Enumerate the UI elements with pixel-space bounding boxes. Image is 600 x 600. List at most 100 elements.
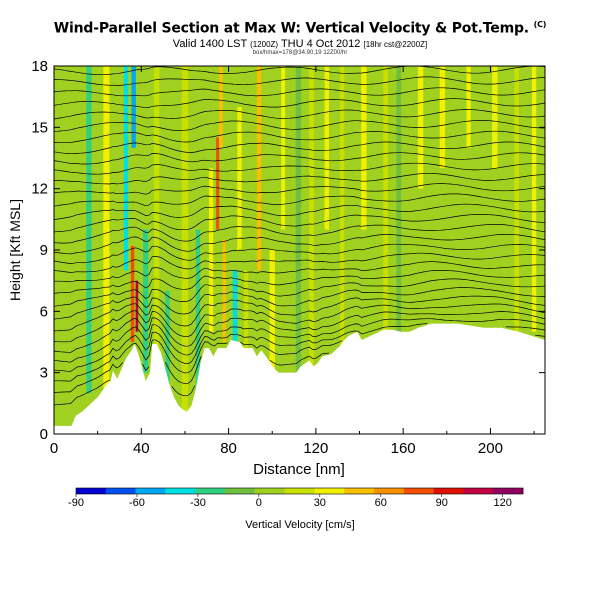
- velocity-band: [103, 66, 110, 394]
- y-tick-label: 6: [40, 303, 48, 320]
- colorbar-swatch: [254, 488, 285, 494]
- isentrope-line: [54, 318, 545, 363]
- colorbar-tick-label: 90: [436, 497, 448, 509]
- velocity-band: [361, 66, 367, 230]
- x-tick-label: 120: [303, 440, 328, 457]
- velocity-band: [309, 66, 314, 373]
- isentrope-line: [54, 224, 545, 244]
- isentrope-line: [54, 183, 545, 195]
- x-tick-label: 80: [220, 440, 237, 457]
- velocity-band: [243, 270, 249, 353]
- y-tick-label: 15: [31, 119, 48, 136]
- isentrope-line: [54, 120, 545, 132]
- isentrope-line: [54, 141, 545, 155]
- isentrope-line: [54, 233, 545, 255]
- potential-temperature-contours: [54, 55, 545, 406]
- isentrope-line: [54, 76, 545, 86]
- copyright-mark: (C): [533, 20, 547, 29]
- y-tick-label: 3: [40, 365, 48, 382]
- velocity-band: [383, 66, 389, 332]
- isentrope-line: [54, 303, 545, 343]
- colorbar-frame: [75, 487, 524, 495]
- colorbar-swatch: [374, 488, 405, 494]
- velocity-band: [339, 66, 345, 353]
- colorbar-tick-label: -90: [68, 497, 84, 509]
- isentrope-line: [54, 352, 330, 393]
- chart-title-text: Wind-Parallel Section at Max W: Vertical…: [53, 20, 529, 37]
- colorbar-swatch: [403, 488, 434, 494]
- isentrope-line: [54, 295, 545, 332]
- velocity-band: [153, 66, 160, 373]
- velocity-band: [208, 168, 214, 332]
- isentrope-line: [54, 287, 545, 320]
- velocity-band: [396, 66, 402, 332]
- colorbar-tick-label: -60: [129, 497, 145, 509]
- velocity-band: [439, 66, 446, 169]
- velocity-band: [131, 66, 136, 148]
- isentrope-line: [54, 172, 545, 185]
- colorbar-swatch: [225, 488, 256, 494]
- x-tick-label: 160: [391, 440, 416, 457]
- isentrope-line: [54, 379, 196, 406]
- isentrope-line: [54, 162, 545, 175]
- x-tick-label: 200: [478, 440, 503, 457]
- isentrope-line: [54, 152, 545, 165]
- velocity-band: [165, 290, 170, 414]
- colorbar-tick-label: 120: [494, 497, 512, 509]
- velocity-band: [232, 270, 238, 353]
- chart-title: Wind-Parallel Section at Max W: Vertical…: [0, 20, 600, 37]
- velocity-band: [135, 280, 139, 332]
- isentrope-line: [54, 214, 545, 233]
- velocity-band: [218, 66, 223, 148]
- valid-date: THU 4 Oct 2012: [280, 38, 361, 50]
- isentrope-line: [54, 311, 545, 353]
- velocity-band: [216, 137, 220, 230]
- isentrope-line: [54, 252, 545, 273]
- velocity-bands: [86, 66, 537, 414]
- velocity-band: [492, 66, 498, 169]
- isentrope-line: [54, 98, 545, 109]
- chart-subtitle: Valid 1400 LST (1200Z) THU 4 Oct 2012 [1…: [0, 38, 600, 50]
- y-axis-label: Height [Kft MSL]: [7, 199, 23, 301]
- velocity-band: [281, 66, 286, 230]
- colorbar-swatch: [463, 488, 494, 494]
- isentrope-line: [54, 269, 545, 294]
- colorbar-tick-label: 0: [256, 497, 262, 509]
- velocity-band: [123, 66, 129, 271]
- valid-time-utc: (1200Z): [250, 40, 279, 49]
- colorbar-swatch: [105, 488, 136, 494]
- velocity-band: [324, 66, 329, 230]
- colorbar-tick-label: 30: [314, 497, 326, 509]
- isentrope-line: [54, 323, 545, 372]
- chart-note: box/hmax=178@34.90,19 12Z00/hr: [252, 50, 348, 56]
- forecast-info: [18hr cst@2200Z]: [363, 40, 428, 49]
- isentrope-line: [54, 55, 545, 64]
- isentrope-line: [54, 109, 545, 120]
- velocity-band: [295, 66, 302, 373]
- velocity-band: [466, 66, 471, 148]
- x-axis: 0 40 80 120 160 200: [50, 66, 535, 457]
- x-axis-label: Distance [nm]: [253, 461, 345, 478]
- isentrope-line: [54, 278, 545, 307]
- velocity-band: [195, 229, 201, 394]
- colorbar-tick-label: 60: [375, 497, 387, 509]
- colorbar-swatch: [76, 488, 107, 494]
- x-tick-label: 40: [133, 440, 150, 457]
- colorbar-tick-label: -30: [190, 497, 206, 509]
- velocity-band: [181, 66, 189, 414]
- isentrope-line: [54, 243, 545, 264]
- velocity-band: [143, 229, 149, 373]
- isentrope-line: [54, 203, 545, 220]
- colorbar: -90 -60 -30 0 30 60 90 120: [68, 487, 524, 509]
- isentrope-line: [54, 130, 545, 144]
- isentrope-line: [54, 66, 545, 76]
- isentrope-line: [54, 193, 545, 207]
- velocity-band: [514, 66, 520, 332]
- y-tick-label: 18: [31, 58, 48, 75]
- colorbar-swatch: [284, 488, 315, 494]
- colorbar-swatch: [493, 488, 524, 494]
- velocity-band: [86, 66, 92, 394]
- y-tick-label: 12: [31, 181, 48, 198]
